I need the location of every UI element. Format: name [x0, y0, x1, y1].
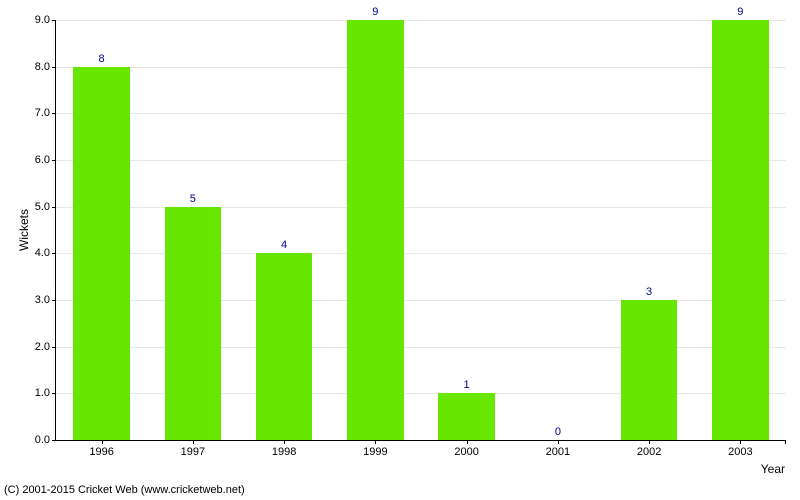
gridline	[56, 67, 786, 68]
ytick-label: 5.0	[35, 201, 56, 213]
gridline	[56, 20, 786, 21]
xtick-label: 1999	[363, 440, 387, 458]
ytick-label: 0.0	[35, 434, 56, 446]
gridline	[56, 113, 786, 114]
copyright-text: (C) 2001-2015 Cricket Web (www.cricketwe…	[4, 484, 245, 496]
bar: 5	[165, 207, 222, 440]
ytick-label: 6.0	[35, 154, 56, 166]
xtick-label: 2003	[728, 440, 752, 458]
y-axis-title: Wickets	[17, 209, 31, 251]
xtick-label: 2000	[454, 440, 478, 458]
gridline	[56, 160, 786, 161]
xtick-label: 2002	[637, 440, 661, 458]
xtick-label: 1997	[181, 440, 205, 458]
xtick-label: 1998	[272, 440, 296, 458]
bar-value-label: 9	[737, 6, 743, 20]
bar-value-label: 0	[555, 426, 561, 438]
wickets-bar-chart: 0.01.02.03.04.05.06.07.08.09.08199651997…	[0, 0, 800, 500]
bar: 3	[621, 300, 678, 440]
bar-value-label: 5	[190, 193, 196, 207]
plot-area: 0.01.02.03.04.05.06.07.08.09.08199651997…	[55, 20, 786, 441]
x-axis-title: Year	[761, 462, 785, 476]
bar: 4	[256, 253, 313, 440]
xtick-label: 1996	[89, 440, 113, 458]
ytick-label: 3.0	[35, 294, 56, 306]
ytick-label: 8.0	[35, 61, 56, 73]
bar-value-label: 4	[281, 239, 287, 253]
xtick-label: 2001	[546, 440, 570, 458]
bar: 8	[73, 67, 130, 440]
bar: 1	[438, 393, 495, 440]
bar: 9	[347, 20, 404, 440]
bar-value-label: 1	[464, 379, 470, 393]
ytick-label: 2.0	[35, 341, 56, 353]
bar-value-label: 9	[372, 6, 378, 20]
ytick-label: 4.0	[35, 247, 56, 259]
bar: 9	[712, 20, 769, 440]
ytick-label: 9.0	[35, 14, 56, 26]
bar-value-label: 3	[646, 286, 652, 300]
ytick-label: 1.0	[35, 387, 56, 399]
bar-value-label: 8	[99, 53, 105, 67]
ytick-label: 7.0	[35, 107, 56, 119]
